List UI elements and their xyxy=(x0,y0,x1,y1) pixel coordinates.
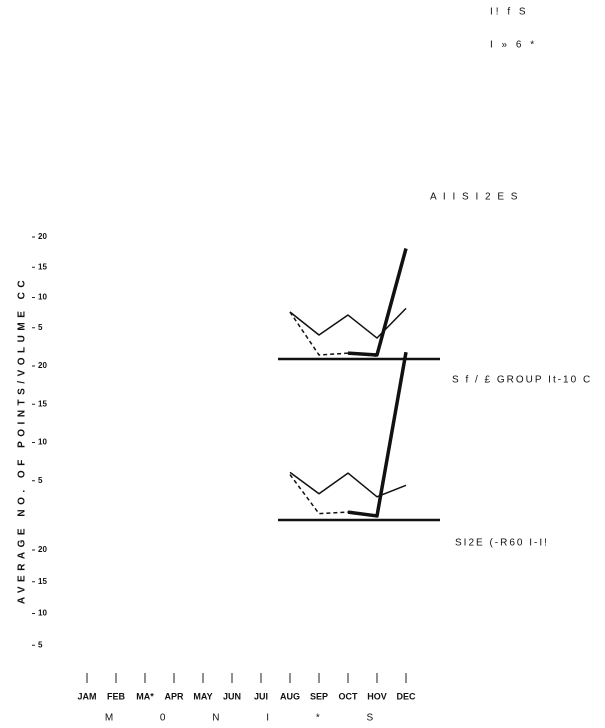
y-tick-label: 20 xyxy=(38,232,47,241)
panel-title: S f / £ GROUP It-10 C xyxy=(452,375,592,386)
x-axis-label: M 0 N I * S xyxy=(105,713,395,724)
y-tick-label: 5 xyxy=(38,323,43,332)
data-line xyxy=(347,351,408,518)
annotation: I! f S xyxy=(490,7,529,18)
y-tick-label: 10 xyxy=(38,438,47,447)
y-tick-label: 15 xyxy=(38,262,47,271)
x-tick-label: SEP xyxy=(310,691,328,701)
data-line xyxy=(289,311,378,357)
x-tick-label: JAM xyxy=(77,691,96,701)
x-tick-label: OCT xyxy=(339,691,359,701)
y-axis-label: AVERAGE NO. OF POINTS/VOLUME CC xyxy=(17,276,28,604)
x-tick-label: MAY xyxy=(193,691,212,701)
x-tick-label: JUI xyxy=(254,691,268,701)
y-tick-label: 10 xyxy=(38,609,47,618)
x-tick-label: FEB xyxy=(107,691,126,701)
panel-title: SI2E (-R60 I-I! xyxy=(455,538,549,549)
y-tick-label: 5 xyxy=(38,476,43,485)
x-tick-label: DEC xyxy=(396,691,416,701)
y-tick-label: 5 xyxy=(38,640,43,649)
x-tick-label: AUG xyxy=(280,691,300,701)
y-tick-label: 10 xyxy=(38,293,47,302)
y-tick-label: 20 xyxy=(38,361,47,370)
data-line xyxy=(347,248,408,357)
panel-title: A I I S I 2 E S xyxy=(430,192,519,203)
y-tick-label: 20 xyxy=(38,545,47,554)
x-tick-label: APR xyxy=(164,691,184,701)
annotation: I » 6 * xyxy=(490,40,537,51)
x-tick-label: MA* xyxy=(136,691,154,701)
data-line xyxy=(289,474,378,517)
y-tick-label: 15 xyxy=(38,577,47,586)
data-line xyxy=(289,471,407,498)
y-tick-label: 15 xyxy=(38,399,47,408)
x-tick-label: JUN xyxy=(223,691,241,701)
x-tick-label: HOV xyxy=(367,691,387,701)
data-line xyxy=(289,307,407,339)
